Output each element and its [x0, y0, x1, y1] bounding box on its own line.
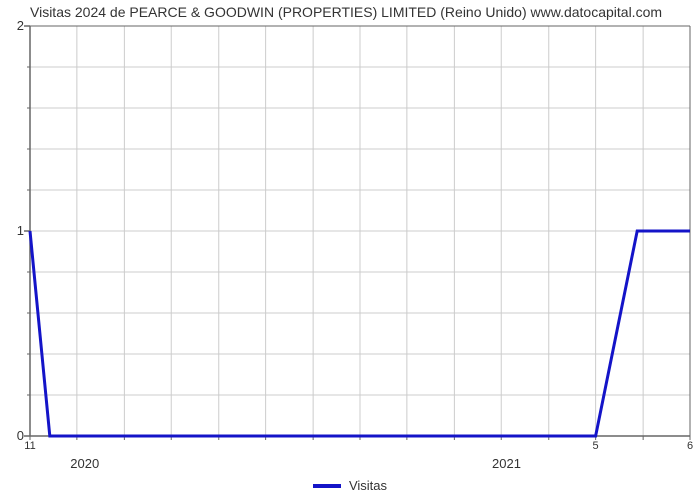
x-month-label: 5: [593, 440, 599, 452]
y-tick-label: 1: [4, 223, 24, 238]
legend: Visitas: [0, 478, 700, 493]
chart-plot: [30, 26, 690, 436]
x-month-label: 11: [24, 440, 35, 452]
chart-title: Visitas 2024 de PEARCE & GOODWIN (PROPER…: [30, 4, 690, 20]
x-year-label: 2020: [70, 456, 99, 471]
legend-swatch: [313, 484, 341, 488]
y-tick-label: 0: [4, 428, 24, 443]
legend-label: Visitas: [349, 478, 387, 493]
y-tick-label: 2: [4, 18, 24, 33]
x-year-label: 2021: [492, 456, 521, 471]
x-month-label: 6: [687, 440, 693, 452]
chart-container: { "chart": { "type": "line", "title": "V…: [0, 0, 700, 500]
